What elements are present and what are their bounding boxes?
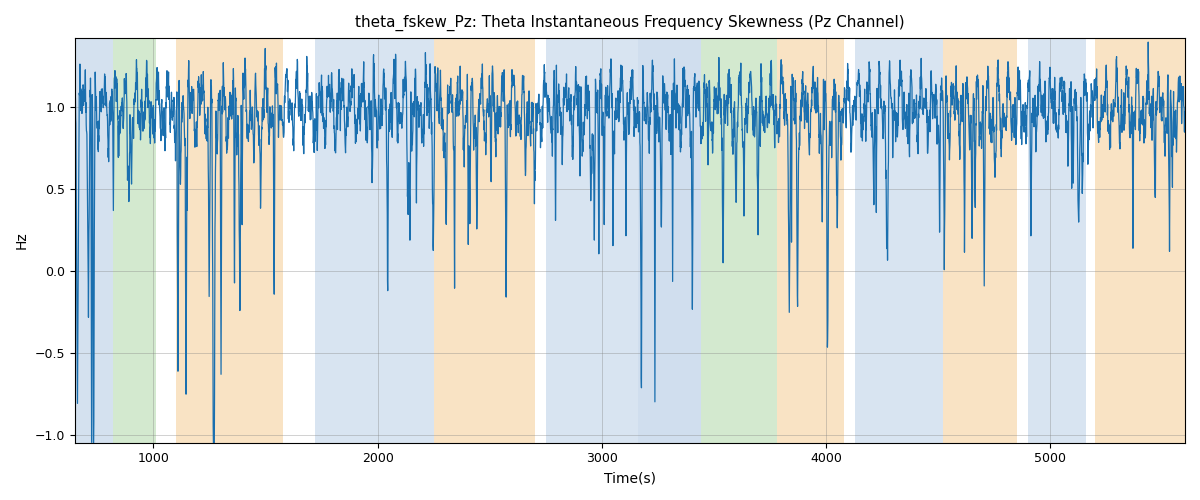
Bar (1028, 38, 1086, 442)
Bar (943, 38, 1016, 442)
Bar (76, 38, 113, 442)
Bar (175, 38, 283, 442)
Bar (433, 38, 534, 442)
Bar (776, 38, 844, 442)
X-axis label: Time(s): Time(s) (604, 471, 656, 485)
Bar (113, 38, 156, 442)
Bar (856, 38, 943, 442)
Y-axis label: Hz: Hz (14, 232, 29, 250)
Bar (546, 38, 637, 442)
Bar (701, 38, 776, 442)
Title: theta_fskew_Pz: Theta Instantaneous Frequency Skewness (Pz Channel): theta_fskew_Pz: Theta Instantaneous Freq… (355, 15, 905, 31)
Bar (314, 38, 433, 442)
Bar (1096, 38, 1184, 442)
Bar (637, 38, 701, 442)
